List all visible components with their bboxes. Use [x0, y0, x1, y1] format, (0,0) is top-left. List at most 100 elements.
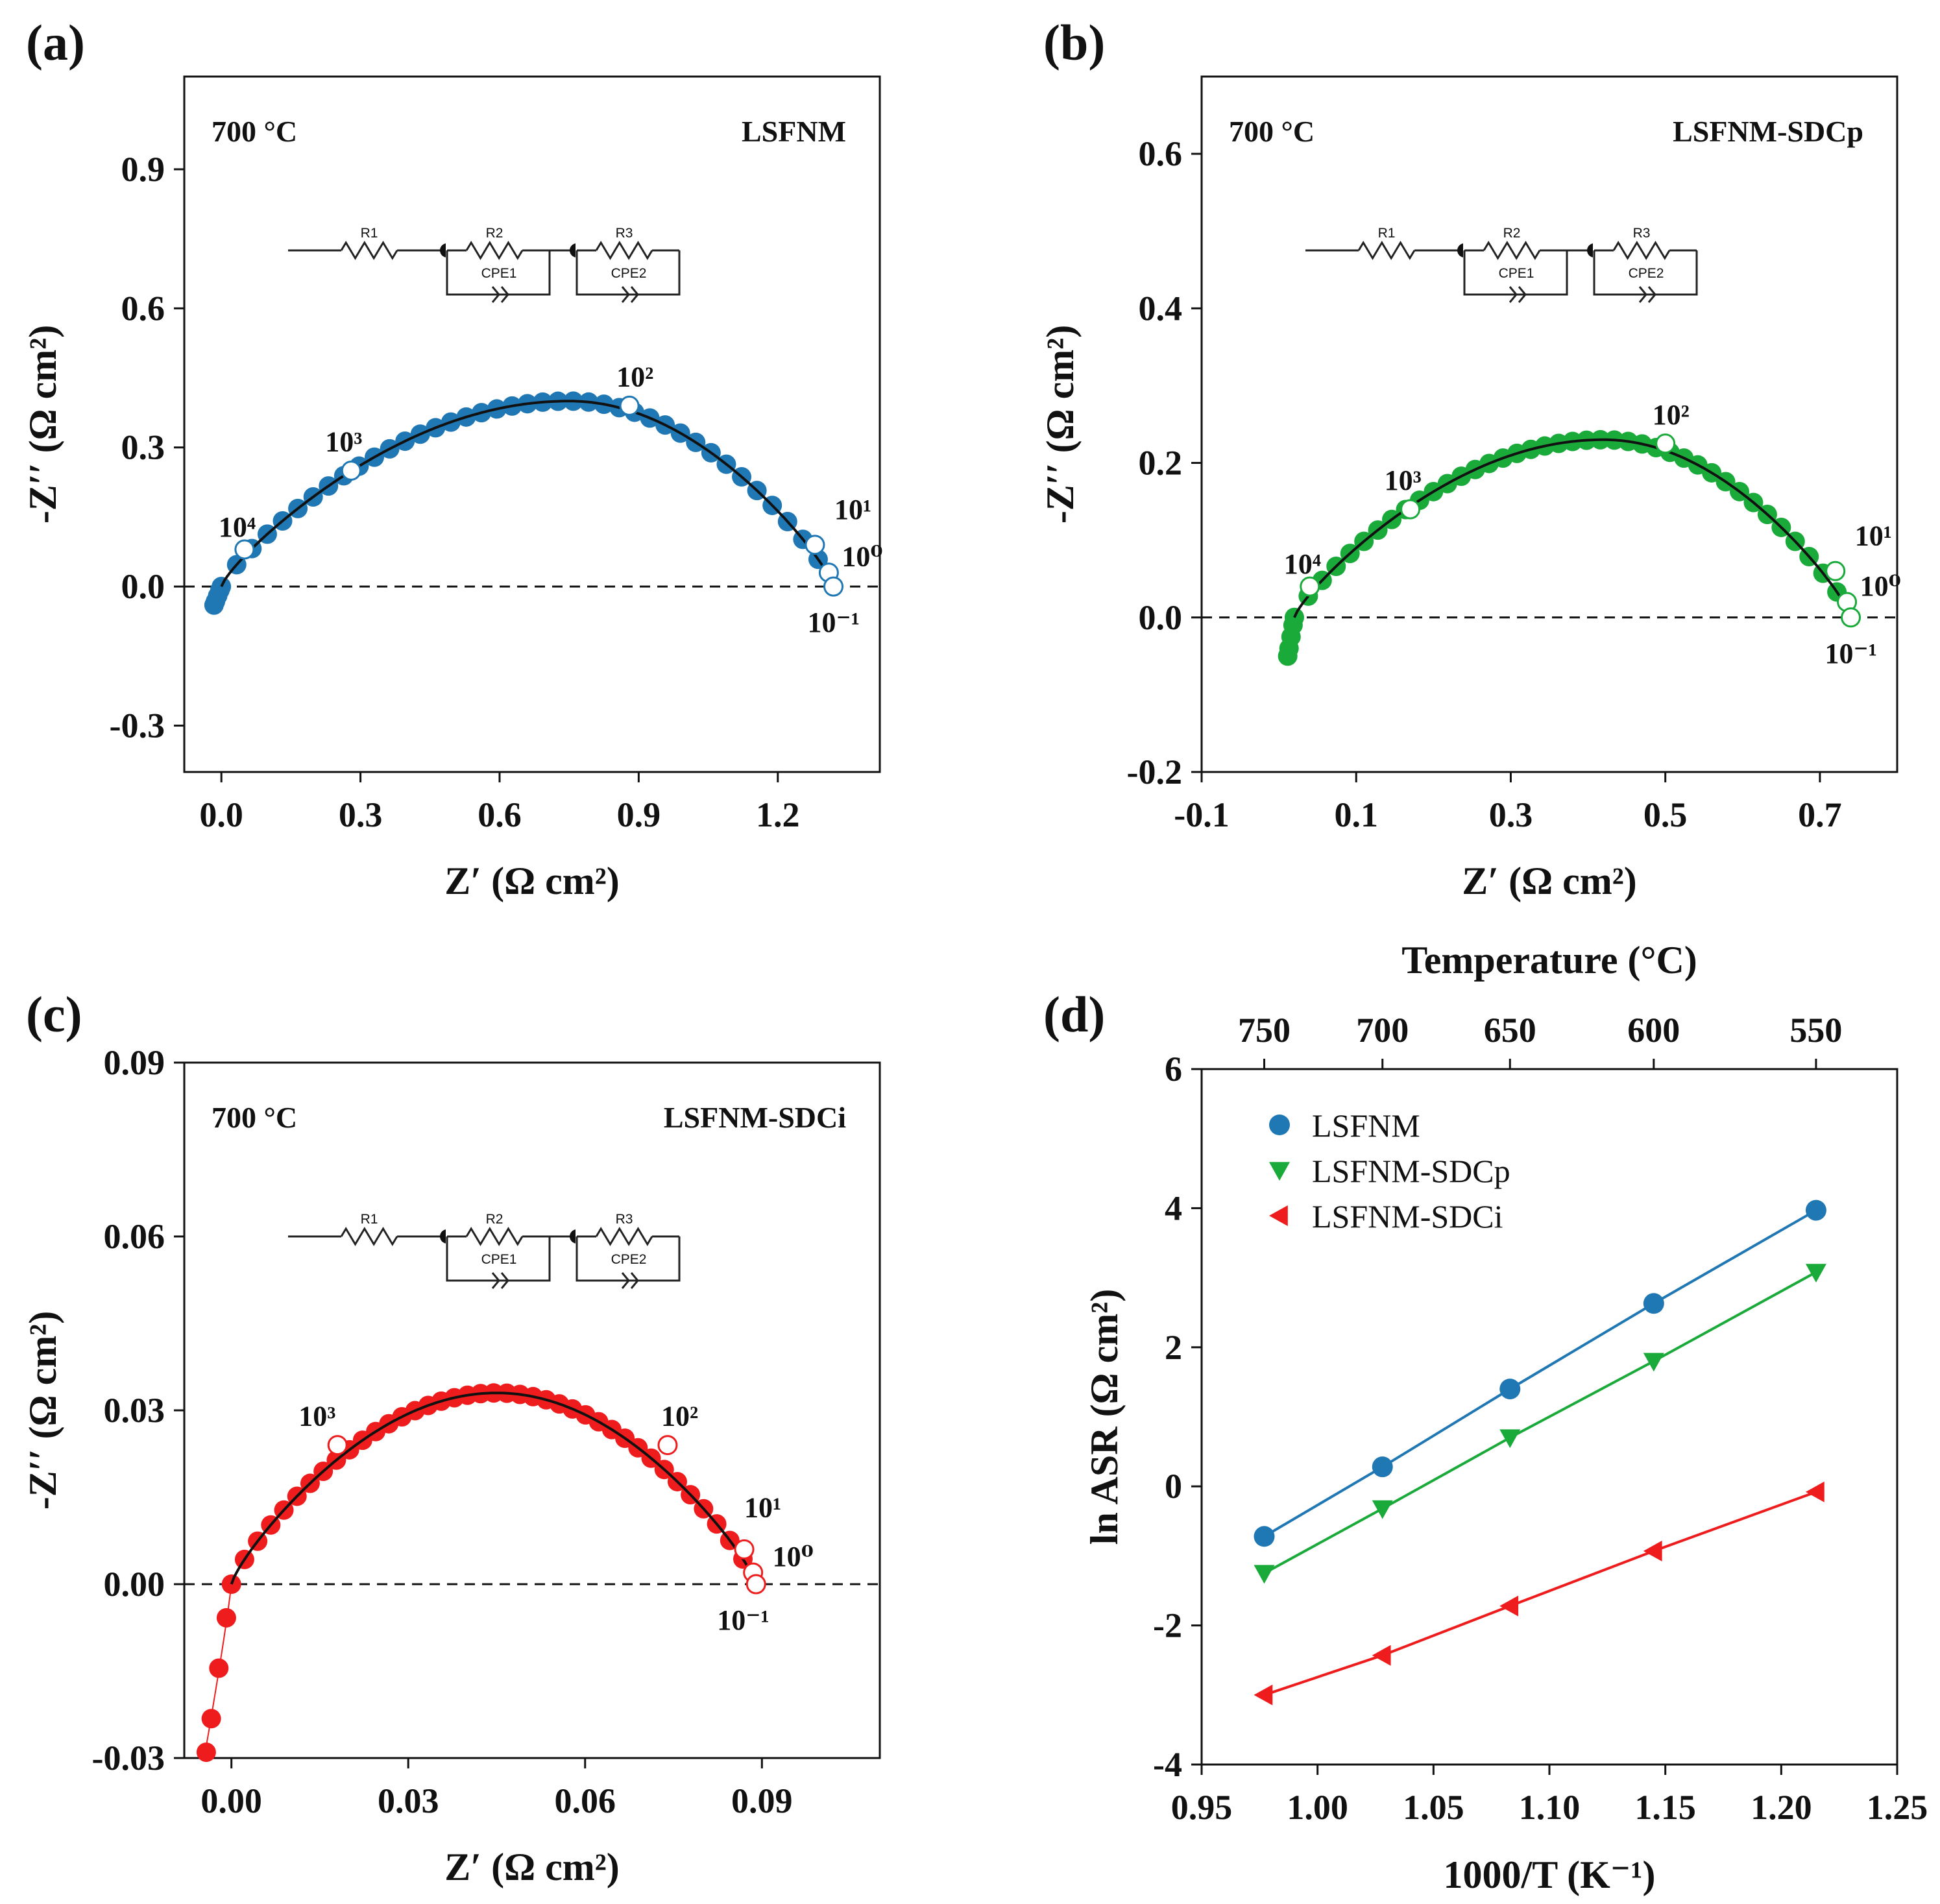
y-tick-label: -0.03 — [92, 1739, 165, 1777]
x-tick-label: 0.1 — [1334, 795, 1378, 834]
x-axis-title: 1000/T (K⁻¹) — [1444, 1853, 1656, 1896]
x-tick-label: 0.95 — [1171, 1788, 1233, 1827]
data-point — [221, 1574, 241, 1594]
cpe-symbol — [491, 1272, 509, 1289]
data-point — [1805, 1199, 1826, 1221]
circuit-label: CPE2 — [611, 266, 647, 281]
frequency-label: 10⁻¹ — [717, 1604, 769, 1636]
cpe-symbol — [1509, 286, 1527, 303]
legend-marker — [1269, 1205, 1288, 1226]
fit-curve — [230, 1392, 758, 1585]
tail-line — [204, 1584, 232, 1753]
x-tick-label: 1.15 — [1634, 1788, 1696, 1827]
data-point — [1643, 1293, 1664, 1314]
frequency-label: 10³ — [1385, 464, 1422, 496]
temperature-note: 700 °C — [212, 1101, 297, 1134]
y-tick-label: -2 — [1153, 1606, 1182, 1645]
top-tick-label: 600 — [1627, 1011, 1680, 1050]
x-tick-label: 0.9 — [617, 795, 661, 834]
arrhenius-panel-d: (d) 0.95 1.00 1.05 1.10 1.15 1.20 1.25 -4 -2 0 2 4 6 T… — [1043, 939, 1928, 1896]
legend-label: LSFNM-SDCp — [1312, 1153, 1510, 1189]
x-tick-label: 1.10 — [1519, 1788, 1581, 1827]
sample-name: LSFNM — [742, 115, 846, 148]
data-point — [1254, 1565, 1275, 1584]
circuit-label: CPE1 — [1499, 266, 1534, 281]
circuit-label: CPE1 — [481, 1252, 517, 1267]
circuit-label: R1 — [361, 1212, 378, 1227]
frequency-marker — [734, 1539, 755, 1560]
frequency-label: 10² — [661, 1401, 698, 1432]
data-point — [204, 595, 224, 615]
series-line — [1263, 1271, 1817, 1574]
x-axis-title: Z′ (Ω cm²) — [444, 1846, 620, 1888]
resistor — [1612, 241, 1671, 260]
frequency-label: 10¹ — [1855, 520, 1892, 551]
circuit-label: R2 — [486, 1212, 503, 1227]
impedance-panel-a: (a) 0.0 0.3 0.6 0.9 1.2 -0.3 0.0 0.3 0.6 0.9 700 °C… — [21, 14, 883, 902]
frequency-label: 10³ — [298, 1401, 335, 1432]
data-point — [1499, 1595, 1519, 1617]
frequency-label: 10⁻¹ — [808, 607, 860, 638]
y-tick-label: 0.0 — [1139, 598, 1183, 637]
x-tick-label: 1.00 — [1287, 1788, 1348, 1827]
data-point — [1372, 1500, 1393, 1519]
legend-label: LSFNM-SDCi — [1312, 1198, 1503, 1235]
temperature-note: 700 °C — [212, 115, 297, 148]
x-tick-label: 0.7 — [1798, 795, 1842, 834]
top-tick-label: 550 — [1789, 1011, 1842, 1050]
y-tick-label: 6 — [1165, 1050, 1182, 1089]
resistor — [595, 241, 653, 260]
y-tick-label: 0.00 — [104, 1565, 165, 1604]
y-tick-label: -0.3 — [110, 706, 165, 745]
y-tick-label: 0.9 — [121, 150, 165, 189]
x-tick-label: 1.20 — [1751, 1788, 1812, 1827]
x-axis-title: Z′ (Ω cm²) — [444, 860, 620, 902]
y-tick-label: 0.6 — [1139, 134, 1183, 173]
frequency-marker — [746, 1574, 766, 1595]
frequency-marker — [1300, 576, 1320, 597]
y-tick-label: 0.09 — [104, 1043, 165, 1082]
frequency-label: 10¹ — [834, 494, 871, 525]
cpe-symbol — [1638, 286, 1656, 303]
data-point — [1278, 646, 1298, 666]
x-tick-label: 0.3 — [339, 795, 383, 834]
x-tick-label: 1.05 — [1403, 1788, 1464, 1827]
temperature-note: 700 °C — [1229, 115, 1315, 148]
y-axis-title: -Z′′ (Ω cm²) — [21, 1311, 64, 1510]
y-tick-label: 0.3 — [121, 428, 165, 467]
y-tick-label: 0.2 — [1139, 444, 1183, 483]
y-tick-label: -0.2 — [1127, 753, 1182, 791]
circuit-label: R3 — [616, 226, 633, 241]
frequency-marker — [341, 460, 361, 481]
frequency-marker — [1400, 499, 1421, 520]
frequency-marker — [805, 535, 825, 555]
top-tick-label: 750 — [1238, 1011, 1291, 1050]
data-point — [1643, 1353, 1664, 1372]
y-tick-label: 0.06 — [104, 1217, 165, 1256]
y-axis-title: -Z′′ (Ω cm²) — [21, 325, 64, 524]
y-tick-label: -4 — [1153, 1745, 1182, 1784]
resistor-r1 — [1357, 241, 1416, 260]
sample-name: LSFNM-SDCp — [1673, 115, 1863, 148]
data-point — [212, 577, 232, 597]
circuit-label: CPE2 — [611, 1252, 647, 1267]
x-axis-title: Z′ (Ω cm²) — [1462, 860, 1637, 902]
top-tick-label: 650 — [1484, 1011, 1536, 1050]
resistor — [1483, 241, 1541, 260]
y-tick-label: 0 — [1165, 1467, 1182, 1506]
x-tick-label: 0.00 — [200, 1781, 262, 1820]
circuit-label: R2 — [1503, 226, 1521, 241]
circuit-label: R1 — [1378, 226, 1396, 241]
data-point — [1372, 1645, 1391, 1666]
frequency-marker — [234, 539, 255, 560]
resistor — [595, 1227, 653, 1246]
data-point — [1805, 1481, 1825, 1502]
sample-name: LSFNM-SDCi — [664, 1101, 846, 1134]
panel-label: (b) — [1043, 14, 1105, 71]
plot-frame — [1200, 75, 1898, 773]
frequency-label: 10¹ — [744, 1491, 781, 1523]
plot-frame — [183, 1061, 881, 1759]
data-point — [1254, 1684, 1273, 1705]
data-point — [1643, 1540, 1662, 1561]
